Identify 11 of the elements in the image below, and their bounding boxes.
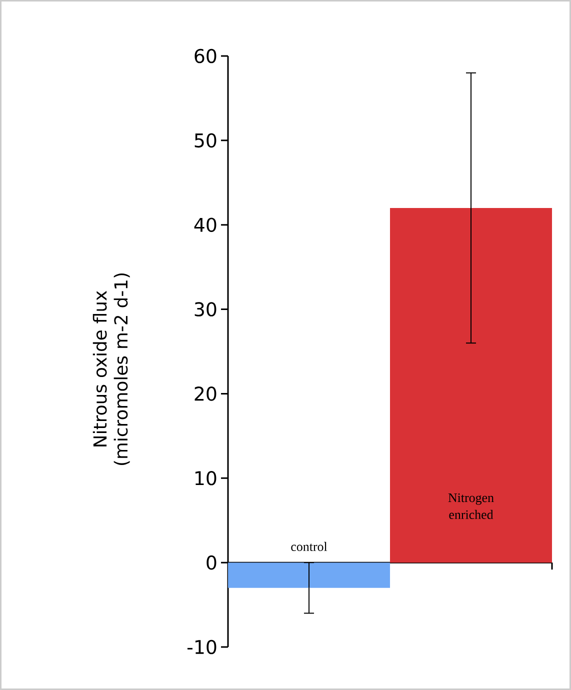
y-tick-label: -10: [187, 640, 216, 654]
y-tick-label: 30: [194, 302, 216, 316]
y-tick-label: 60: [194, 48, 216, 64]
x-tick-label: control: [291, 542, 328, 552]
y-tick-label: 10: [195, 470, 216, 486]
y-tick-label: 20: [194, 386, 216, 401]
y-tick-label: 0: [206, 555, 216, 570]
y-tick-label: 50: [194, 133, 216, 148]
y-axis-title: Nitrous oxide flux (micromoles m-2 d-1): [92, 273, 130, 465]
x-tick-label: Nitrogen enriched: [448, 493, 494, 520]
y-tick-label: 40: [194, 218, 216, 232]
